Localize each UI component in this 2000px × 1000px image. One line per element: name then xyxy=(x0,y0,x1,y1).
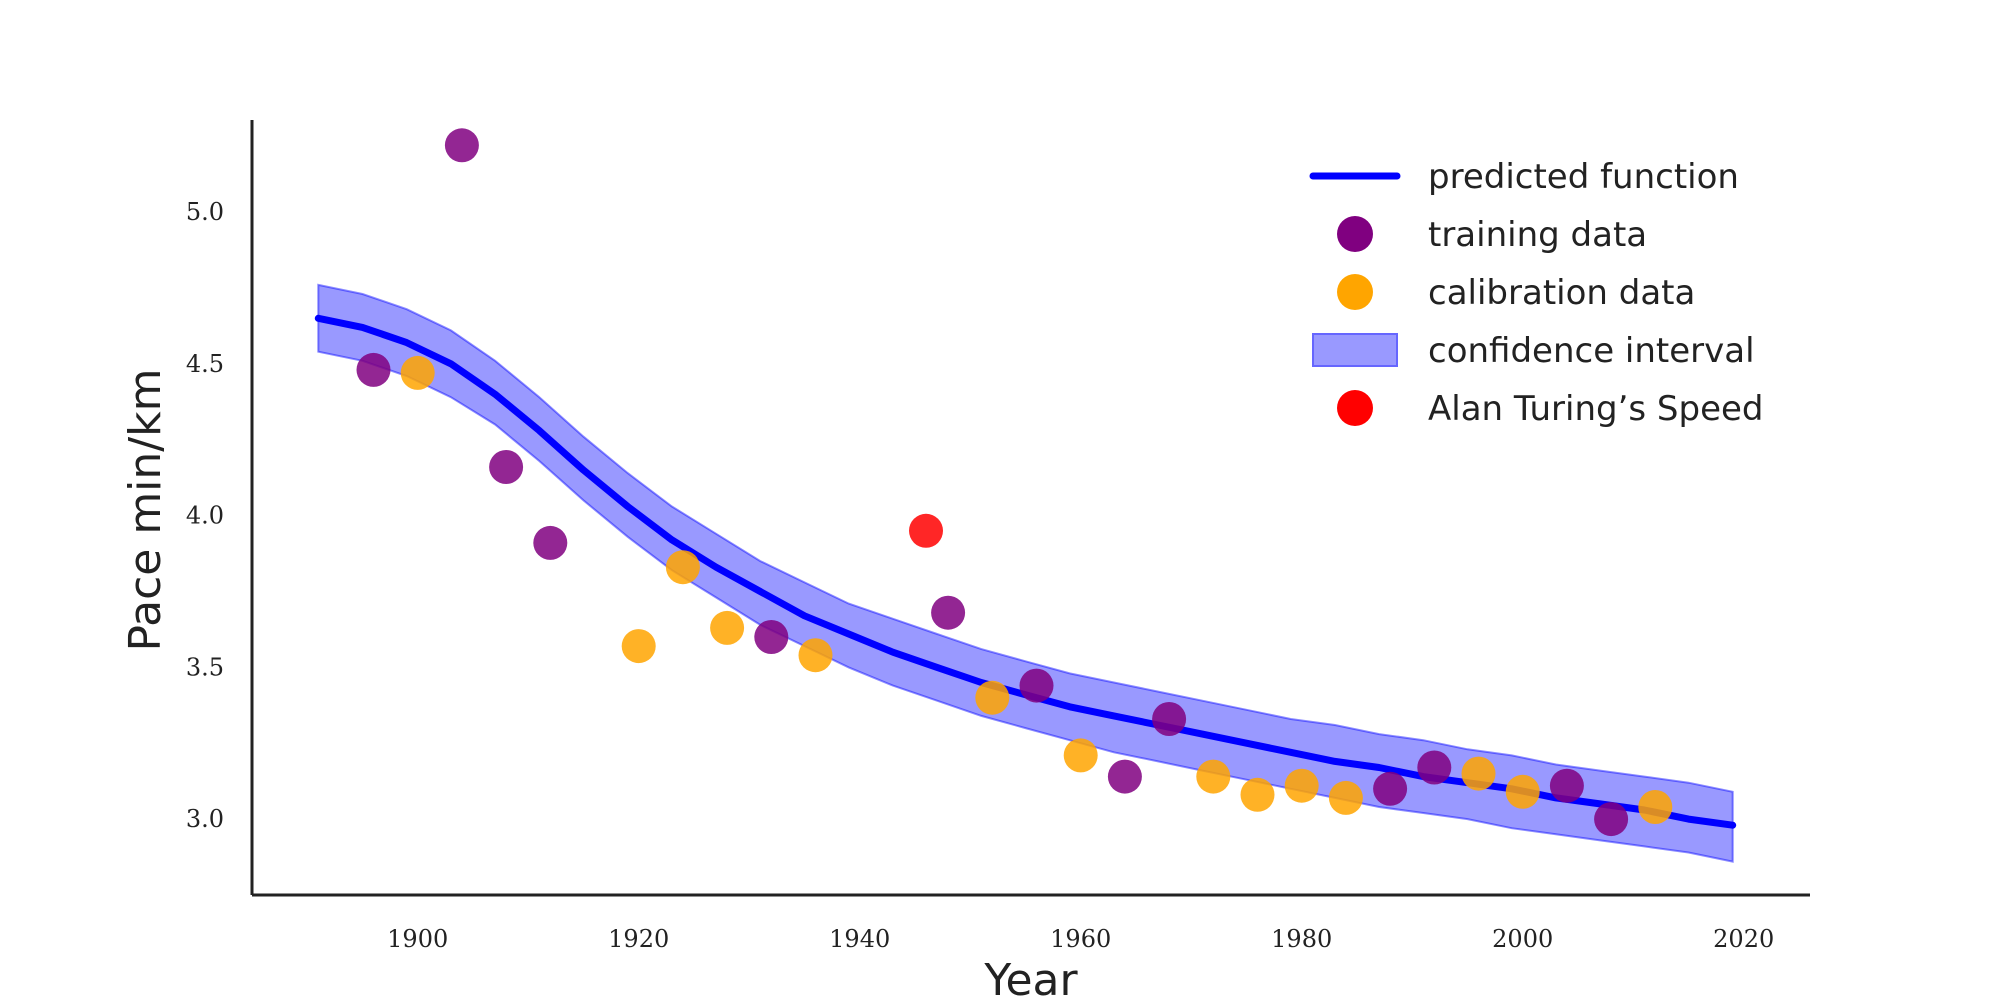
y-tick-label: 3.0 xyxy=(186,805,224,833)
calibration-data-point xyxy=(798,638,833,673)
y-axis-label: Pace min/km xyxy=(120,369,171,652)
calibration-data-point xyxy=(1240,777,1275,812)
legend: predicted function training data calibrati… xyxy=(1309,157,1764,429)
y-tick-label: 4.5 xyxy=(186,350,224,378)
x-axis-label: Year xyxy=(983,955,1078,1000)
calibration-data-point xyxy=(975,680,1010,715)
legend-item-training-data: training data xyxy=(1337,215,1647,255)
legend-label: predicted function xyxy=(1428,157,1739,197)
training-data-point xyxy=(1549,768,1584,803)
legend-marker-swatch xyxy=(1337,216,1373,252)
x-tick-label: 1960 xyxy=(1050,925,1111,953)
legend-item-alan-turing-s-speed: Alan Turing’s Speed xyxy=(1337,389,1764,429)
legend-item-predicted-function: predicted function xyxy=(1309,157,1739,197)
training-data-point xyxy=(489,450,524,484)
y-tick-label: 4.0 xyxy=(186,502,224,530)
training-data-point xyxy=(444,128,479,163)
training-data-point xyxy=(1373,771,1408,806)
calibration-data-point xyxy=(1196,759,1231,794)
training-data-point xyxy=(1019,668,1054,703)
legend-marker-swatch xyxy=(1337,274,1373,310)
calibration-data-point xyxy=(1638,790,1673,824)
training-data-point xyxy=(754,620,789,654)
calibration-data-point xyxy=(1284,768,1319,803)
data-points-layer xyxy=(356,128,1673,837)
calibration-data-point xyxy=(665,550,700,585)
legend-label: confidence interval xyxy=(1428,331,1755,371)
training-data-point xyxy=(1594,802,1629,837)
calibration-data-point xyxy=(1505,774,1540,809)
calibration-data-point xyxy=(1063,738,1098,773)
legend-patch-swatch xyxy=(1312,333,1398,367)
ticks: 1900 1920 1940 1960 1980 2000 2020 3.0 3.5 4.0 4.5… xyxy=(186,198,1774,953)
calibration-data-point xyxy=(1328,780,1363,815)
axes xyxy=(250,120,1810,897)
calibration-data-point xyxy=(1461,756,1496,791)
legend-label: calibration data xyxy=(1428,273,1695,313)
x-tick-label: 1940 xyxy=(829,925,890,953)
alan-turing-s-speed-point xyxy=(909,513,943,548)
training-data-point xyxy=(1417,750,1452,785)
x-tick-label: 2020 xyxy=(1713,925,1774,953)
legend-item-confidence-interval: confidence interval xyxy=(1312,331,1755,371)
training-data-point xyxy=(931,595,966,630)
calibration-data-point xyxy=(621,629,656,664)
training-data-point xyxy=(356,352,391,387)
calibration-data-point xyxy=(710,610,745,645)
calibration-data-point xyxy=(400,355,435,390)
training-data-point xyxy=(1107,759,1142,794)
y-tick-label: 3.5 xyxy=(186,653,224,681)
legend-label: Alan Turing’s Speed xyxy=(1428,389,1764,429)
x-tick-label: 1900 xyxy=(387,925,448,953)
training-data-point xyxy=(533,525,568,560)
training-data-point xyxy=(1152,702,1187,736)
x-tick-label: 1920 xyxy=(608,925,669,953)
x-tick-label: 1980 xyxy=(1271,925,1332,953)
legend-marker-swatch xyxy=(1337,390,1373,426)
y-tick-label: 5.0 xyxy=(186,198,224,226)
legend-label: training data xyxy=(1428,215,1647,255)
legend-item-calibration-data: calibration data xyxy=(1337,273,1695,313)
x-tick-label: 2000 xyxy=(1492,925,1553,953)
